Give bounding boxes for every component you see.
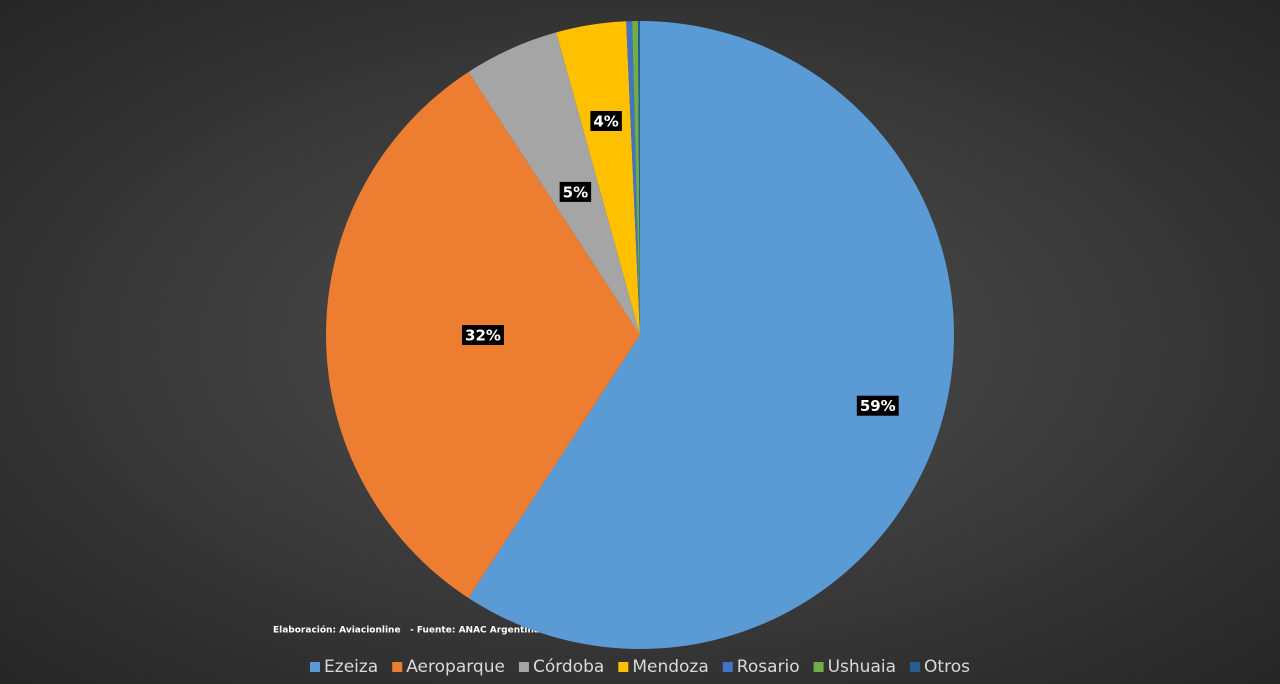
- legend-label: Córdoba: [533, 657, 604, 677]
- data-label: 5%: [563, 183, 588, 201]
- source-note: Elaboración: Aviacionline - Fuente: ANAC…: [273, 625, 540, 636]
- legend-label: Aeroparque: [406, 657, 505, 677]
- legend-swatch: [813, 662, 824, 672]
- legend: Ezeiza Aeroparque Córdoba Mendoza Rosario Ush…: [310, 657, 970, 677]
- data-label-box: [590, 111, 622, 132]
- data-label-box: [856, 395, 899, 416]
- pie-slice: [626, 21, 640, 336]
- pie-slice: [468, 32, 640, 335]
- pie-slice: [556, 21, 640, 336]
- pie-slice: [632, 21, 640, 336]
- data-label-box: [462, 325, 504, 345]
- legend-swatch: [310, 662, 321, 672]
- legend-swatch: [618, 662, 629, 672]
- legend-swatch: [518, 662, 529, 672]
- legend-swatch: [722, 662, 733, 672]
- pie-slice: [468, 21, 954, 650]
- pie: [326, 21, 954, 650]
- legend-swatch: [910, 662, 921, 672]
- legend-label: Ezeiza: [324, 657, 378, 677]
- legend-label: Ushuaia: [828, 657, 896, 677]
- data-labels: 59% 32% 5% 4%: [462, 111, 899, 416]
- data-label: 4%: [593, 113, 618, 131]
- pie-slice: [638, 21, 640, 335]
- data-label: 32%: [465, 327, 501, 345]
- legend-label: Mendoza: [632, 657, 708, 677]
- data-label-box: [559, 181, 592, 202]
- data-label: 59%: [860, 397, 896, 415]
- legend-label: Rosario: [737, 657, 800, 677]
- legend-swatch: [392, 662, 403, 672]
- legend-label: Otros: [924, 657, 970, 677]
